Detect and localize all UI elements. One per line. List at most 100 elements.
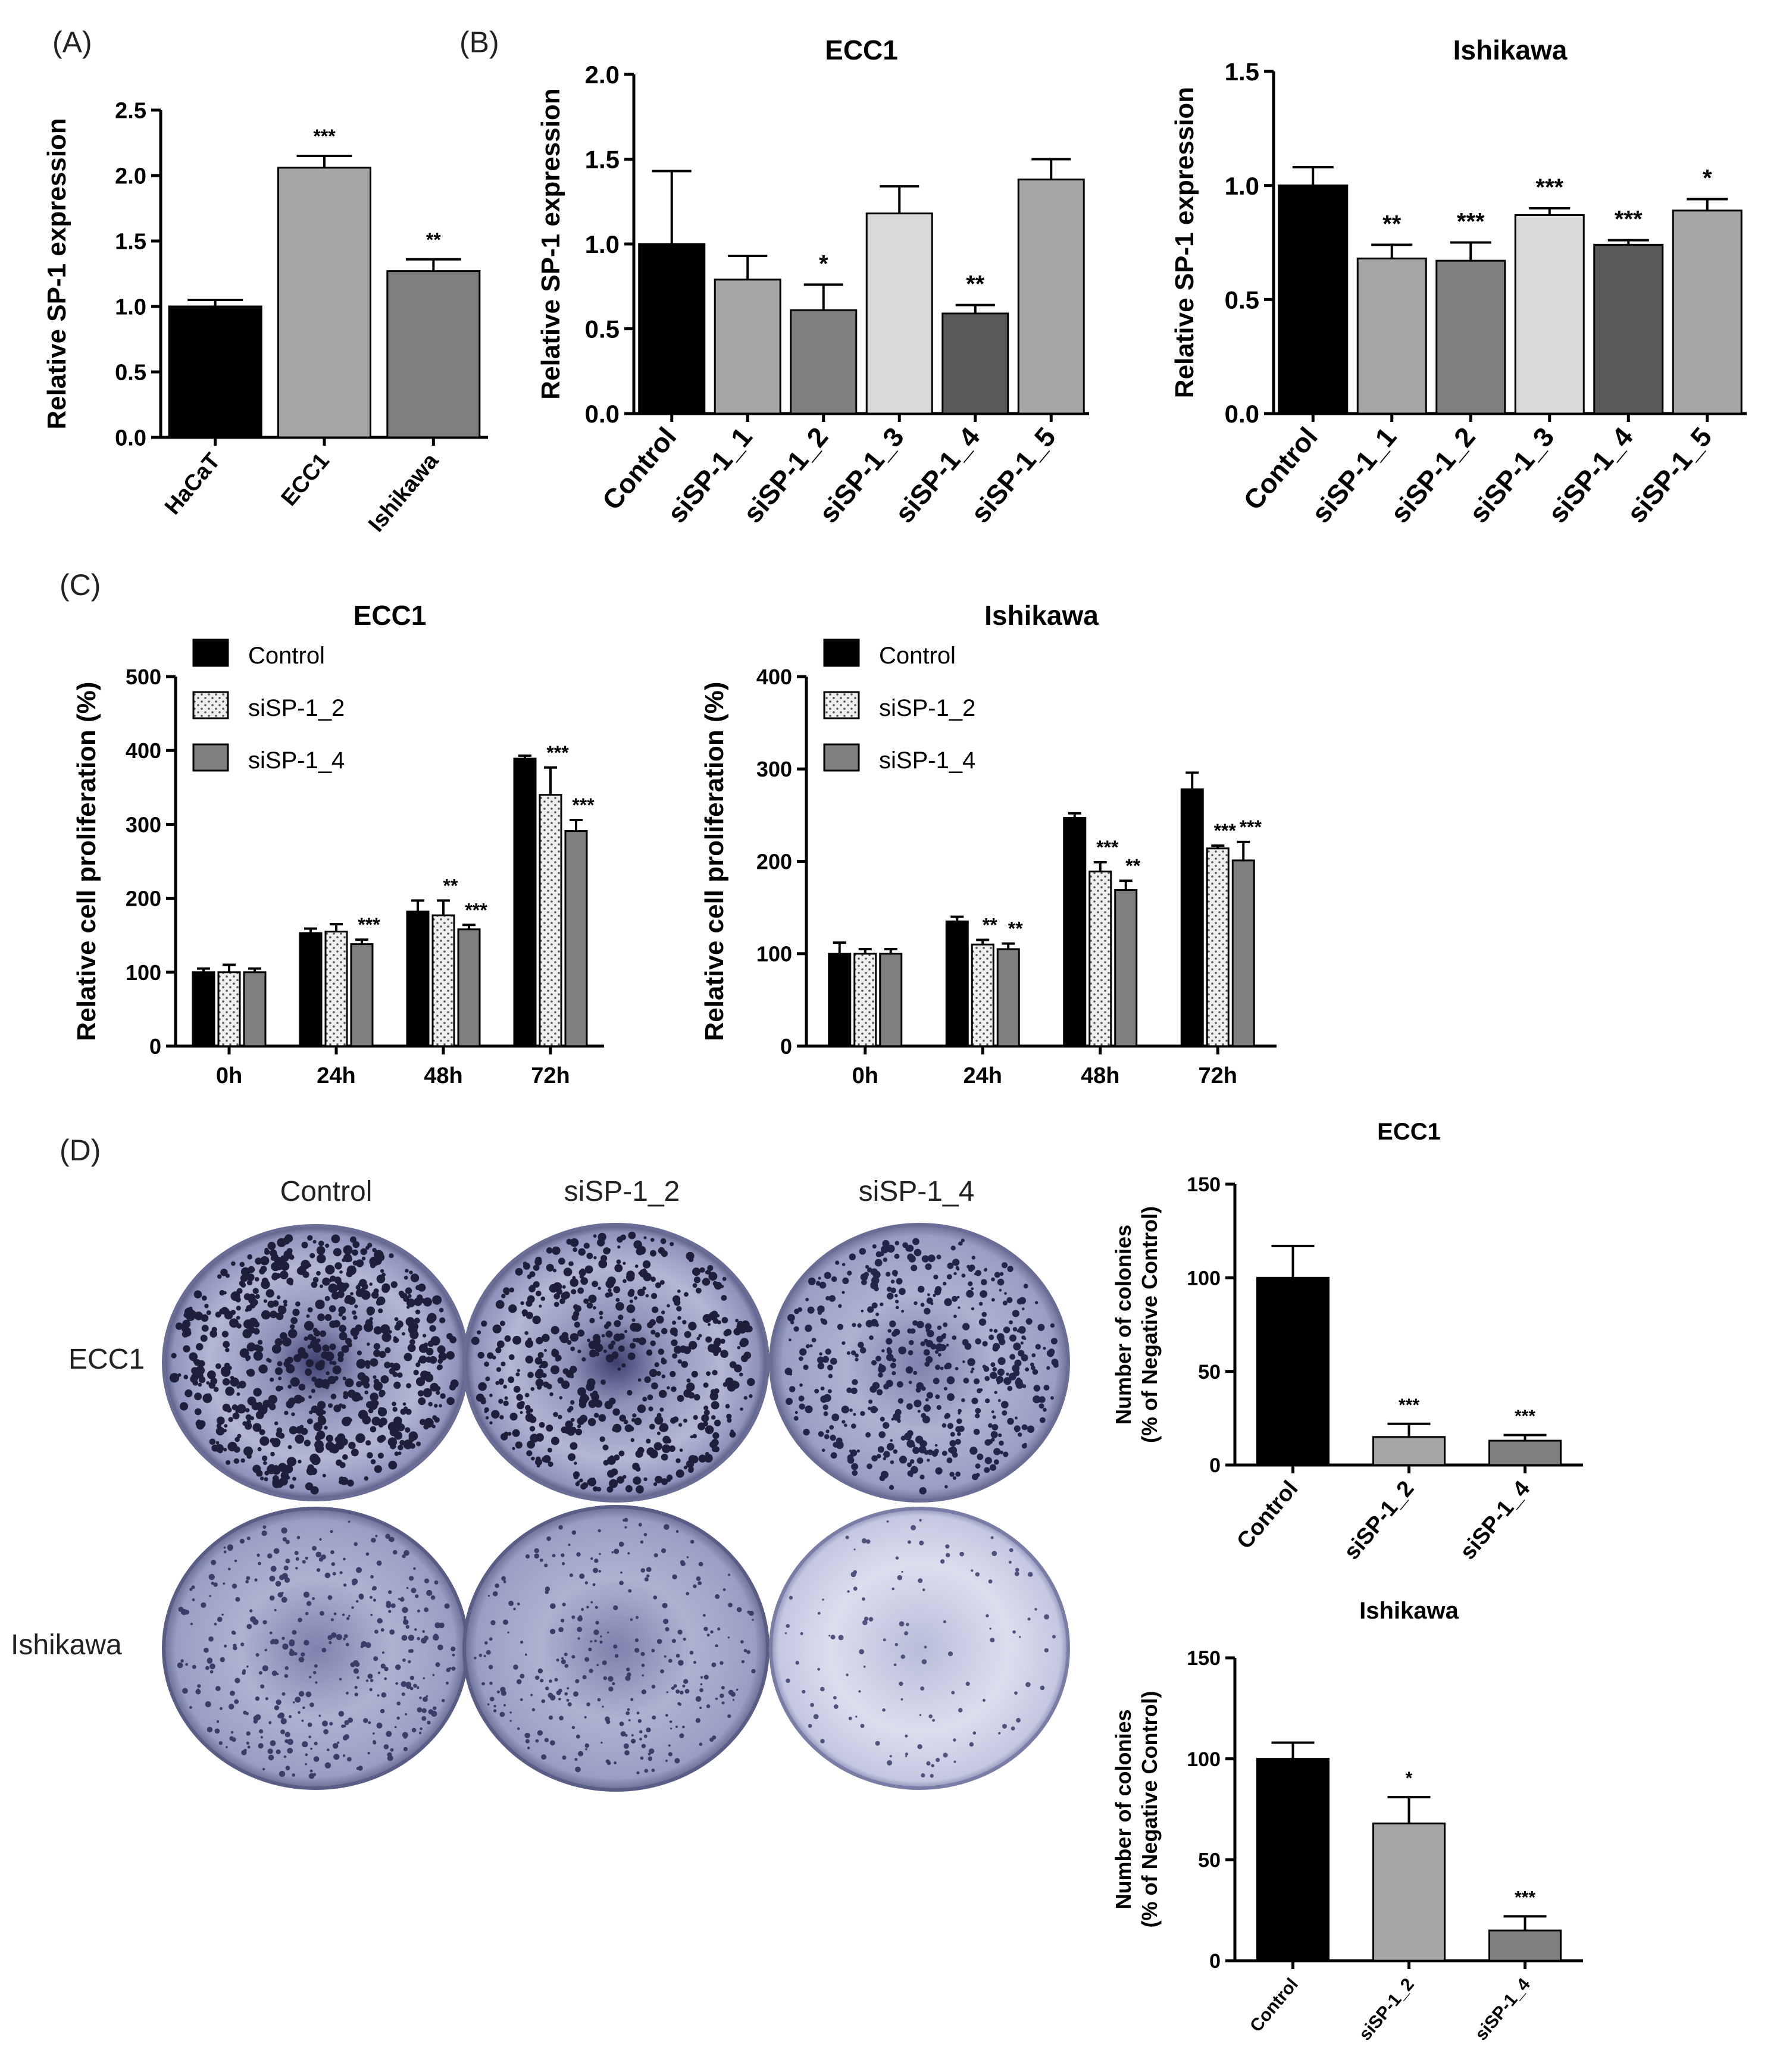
colony-dot: [353, 1660, 359, 1666]
colony-dot: [424, 1373, 434, 1382]
colony-dot: [331, 1234, 340, 1244]
colony-dot: [257, 1401, 262, 1407]
colony-dot: [883, 1384, 889, 1390]
colony-dot: [816, 1281, 821, 1286]
colony-dot: [904, 1432, 912, 1441]
colony-dot: [900, 1435, 906, 1441]
colony-dot: [298, 1460, 302, 1464]
colony-dot: [273, 1639, 279, 1645]
colony-dot: [833, 1704, 839, 1709]
colony-dot: [1015, 1567, 1019, 1572]
colony-dot: [850, 1449, 858, 1457]
colony-dot: [380, 1663, 386, 1669]
colony-dot: [558, 1698, 561, 1701]
colony-dot: [437, 1359, 443, 1364]
colony-dot: [298, 1384, 306, 1391]
colony-dot: [501, 1690, 507, 1696]
colony-dot: [915, 1435, 924, 1444]
colony-dot: [347, 1479, 354, 1487]
colony-dot: [248, 1317, 258, 1327]
colony-dot: [550, 1326, 559, 1335]
colony-dot: [537, 1668, 543, 1674]
colony-dot: [281, 1592, 284, 1594]
colony-dot: [671, 1639, 676, 1644]
colony-dot: [677, 1289, 681, 1293]
colony-dot: [184, 1329, 192, 1337]
colony-dot: [883, 1457, 887, 1460]
colony-dot: [540, 1296, 546, 1301]
colony-dot: [646, 1574, 650, 1578]
colony-dot: [379, 1407, 383, 1411]
colony-dot: [630, 1438, 635, 1442]
colony-dot: [520, 1673, 525, 1679]
colony-dot: [875, 1356, 881, 1361]
colony-dot: [915, 1387, 921, 1393]
y-tick-label: 1.5: [585, 146, 620, 174]
colony-dot: [679, 1448, 683, 1452]
colony-dot: [626, 1270, 635, 1279]
colony-dot: [503, 1287, 510, 1294]
colony-dot: [933, 1274, 939, 1280]
colony-dot: [961, 1238, 965, 1242]
colony-dot: [879, 1251, 884, 1257]
colony-dot: [586, 1605, 589, 1609]
colony-dot: [517, 1602, 520, 1605]
colony-dot: [399, 1439, 405, 1445]
colony-dot: [422, 1630, 425, 1633]
colony-dot: [282, 1643, 289, 1650]
colony-dot: [318, 1240, 324, 1247]
colony-dot: [675, 1654, 680, 1658]
colony-dot: [1016, 1329, 1020, 1333]
colony-dot: [670, 1417, 677, 1424]
colony-dot: [1009, 1372, 1016, 1381]
colony-dot: [638, 1337, 646, 1345]
colony-dot: [793, 1416, 799, 1421]
colony-dot: [1031, 1353, 1036, 1357]
colony-dot: [262, 1767, 265, 1771]
colony-dot: [747, 1378, 755, 1386]
colony-dot: [890, 1460, 894, 1464]
colony-dot: [1040, 1685, 1045, 1691]
colony-dot: [675, 1725, 678, 1728]
colony-dot: [927, 1293, 930, 1297]
colony-dot: [384, 1667, 389, 1672]
colony-dot: [205, 1666, 209, 1670]
colony-dot: [947, 1393, 955, 1401]
colony-dot: [813, 1714, 819, 1720]
colony-dot: [198, 1382, 202, 1387]
colony-dot: [257, 1447, 262, 1452]
colony-dot: [863, 1666, 866, 1668]
colony-dot: [887, 1244, 895, 1253]
colony-dot: [621, 1363, 626, 1368]
colony-dot: [290, 1324, 295, 1329]
colony-dot: [970, 1370, 974, 1373]
plate-ishikawa-control: [162, 1507, 469, 1790]
colony-dot: [178, 1607, 184, 1612]
colony-dot: [984, 1457, 992, 1464]
colony-dot: [784, 1632, 787, 1635]
colony-dot: [655, 1475, 662, 1483]
colony-dot: [703, 1626, 708, 1632]
colony-dot: [568, 1261, 574, 1266]
colony-dot: [571, 1417, 575, 1422]
colony-dot: [360, 1248, 367, 1256]
colony-dot: [279, 1477, 288, 1486]
colony-dot: [605, 1716, 610, 1722]
colony-dot: [1009, 1320, 1013, 1325]
colony-dot: [952, 1295, 958, 1302]
colony-dot: [390, 1443, 396, 1450]
colony-dot: [316, 1568, 321, 1572]
colony-dot: [714, 1282, 722, 1290]
colony-dot: [434, 1580, 439, 1585]
colony-dot: [246, 1665, 249, 1668]
colony-dot: [586, 1302, 593, 1309]
colony-dot: [386, 1730, 392, 1737]
colony-dot: [559, 1298, 565, 1304]
colony-dot: [236, 1323, 242, 1329]
colony-dot: [895, 1300, 899, 1304]
colony-dot: [878, 1367, 884, 1373]
colony-dot: [564, 1652, 568, 1657]
colony-dot: [630, 1618, 633, 1622]
colony-dot: [989, 1334, 994, 1340]
colony-dot: [233, 1646, 237, 1651]
